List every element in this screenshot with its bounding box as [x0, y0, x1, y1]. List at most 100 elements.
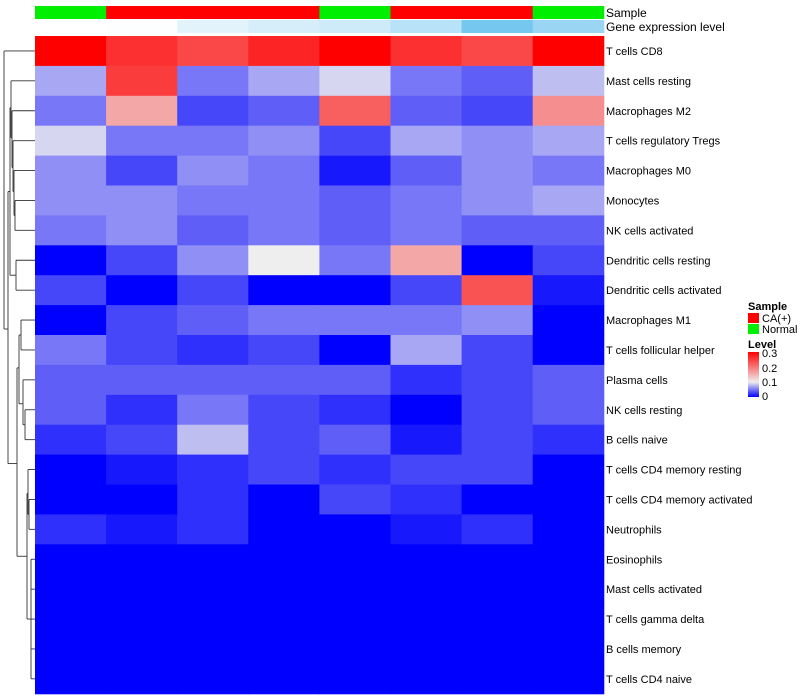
heatmap-cell: [106, 484, 178, 515]
heatmap-cell: [532, 36, 605, 67]
heatmap-cell: [248, 663, 320, 695]
heatmap-cell: [532, 65, 605, 97]
heatmap-cell: [106, 185, 178, 216]
sample-annotation-cell: [35, 6, 107, 19]
heatmap-cell: [532, 95, 605, 127]
heatmap-cell: [177, 215, 249, 246]
heatmap-cell: [319, 65, 391, 97]
heatmap-cell: [177, 185, 249, 216]
sample-annotation-label: Sample: [606, 6, 647, 20]
legend-swatch-ca: [748, 313, 759, 323]
heatmap-cell: [461, 364, 534, 396]
heatmap-cell: [177, 514, 249, 545]
heatmap-cell: [390, 604, 463, 635]
heatmap-cell: [319, 215, 391, 246]
heatmap-cell: [461, 36, 534, 67]
heatmap-cell: [35, 245, 107, 276]
heatmap-cell: [390, 305, 463, 336]
heatmap-cell: [319, 275, 391, 306]
heatmap-cell: [390, 484, 463, 515]
heatmap-cell: [390, 335, 463, 366]
row-labels: T cells CD8 Mast cells resting Macrophages…: [606, 46, 753, 686]
heatmap-cell: [106, 305, 178, 336]
gene-expression-annotation-cell: [461, 20, 534, 33]
heatmap-cell: [177, 634, 249, 665]
heatmap-cell: [532, 454, 605, 485]
heatmap-cell: [248, 514, 320, 545]
row-label: Mast cells resting: [606, 76, 691, 88]
heatmap-cell: [319, 634, 391, 665]
row-label: Dendritic cells resting: [606, 255, 711, 267]
heatmap-cell: [177, 305, 249, 336]
heatmap-cells: [35, 36, 605, 695]
heatmap-cell: [461, 155, 534, 186]
row-label: Neutrophils: [606, 524, 662, 536]
heatmap-cell: [319, 424, 391, 456]
heatmap-cell: [35, 185, 107, 216]
heatmap-cell: [106, 245, 178, 276]
heatmap-cell: [106, 454, 178, 485]
heatmap-cell: [106, 663, 178, 695]
sample-annotation-cell: [390, 6, 463, 19]
heatmap-cell: [390, 663, 463, 695]
heatmap-cell: [390, 634, 463, 665]
heatmap-cell: [532, 275, 605, 306]
heatmap-cell: [248, 484, 320, 515]
heatmap-cell: [35, 335, 107, 366]
row-label: B cells naive: [606, 435, 668, 447]
heatmap-cell: [248, 275, 320, 306]
column-annotations: [35, 6, 605, 33]
heatmap-cell: [177, 36, 249, 67]
heatmap-cell: [177, 155, 249, 186]
heatmap-cell: [461, 544, 534, 575]
heatmap-cell: [461, 125, 534, 157]
heatmap-cell: [35, 634, 107, 665]
row-label: Macrophages M0: [606, 166, 691, 178]
heatmap-cell: [390, 155, 463, 186]
heatmap-cell: [461, 574, 534, 605]
heatmap-cell: [532, 394, 605, 426]
legend-swatch-normal: [748, 324, 759, 334]
heatmap-cell: [248, 305, 320, 336]
heatmap-cell: [390, 454, 463, 485]
heatmap-cell: [319, 394, 391, 426]
heatmap-cell: [532, 514, 605, 545]
heatmap-cell: [35, 155, 107, 186]
sample-annotation-cell: [106, 6, 178, 19]
heatmap-cell: [461, 95, 534, 127]
heatmap-cell: [106, 544, 178, 575]
heatmap-cell: [461, 514, 534, 545]
heatmap-cell: [35, 305, 107, 336]
heatmap-cell: [319, 335, 391, 366]
heatmap-cell: [461, 394, 534, 426]
heatmap-cell: [390, 275, 463, 306]
heatmap-cell: [35, 95, 107, 127]
heatmap-cell: [390, 544, 463, 575]
heatmap-cell: [248, 215, 320, 246]
heatmap-cell: [319, 305, 391, 336]
heatmap-cell: [35, 424, 107, 456]
gene-expression-annotation-cell: [106, 20, 178, 33]
row-label: Eosinophils: [606, 554, 663, 566]
legend: Sample CA(+) Normal Level 0.3 0.2 0.1 0: [748, 301, 797, 403]
heatmap-cell: [177, 394, 249, 426]
heatmap-cell: [106, 95, 178, 127]
heatmap-cell: [106, 364, 178, 396]
sample-annotation-cell: [177, 6, 249, 19]
heatmap-cell: [532, 424, 605, 456]
heatmap-cell: [532, 245, 605, 276]
sample-annotation-cell: [532, 6, 605, 19]
heatmap-cell: [248, 424, 320, 456]
heatmap-cell: [248, 394, 320, 426]
heatmap-cell: [106, 36, 178, 67]
heatmap-cell: [319, 185, 391, 216]
heatmap-cell: [390, 215, 463, 246]
heatmap-cell: [248, 335, 320, 366]
heatmap-cell: [532, 484, 605, 515]
row-label: Macrophages M1: [606, 315, 691, 327]
gene-expression-annotation-cell: [248, 20, 320, 33]
heatmap-cell: [390, 364, 463, 396]
heatmap-cell: [532, 125, 605, 157]
heatmap-cell: [106, 335, 178, 366]
heatmap-cell: [461, 454, 534, 485]
